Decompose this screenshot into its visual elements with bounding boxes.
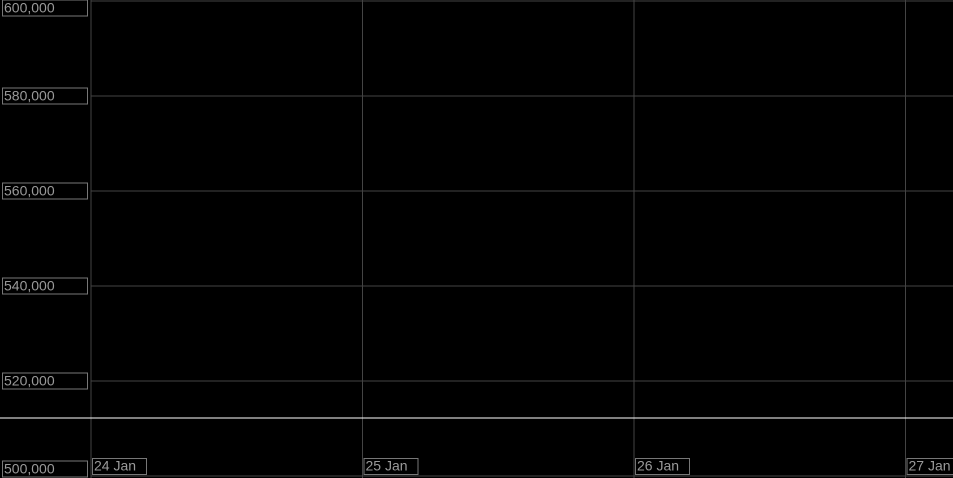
y-tick-label: 520,000 bbox=[4, 373, 55, 389]
x-tick-box bbox=[363, 458, 419, 475]
y-tick-label: 500,000 bbox=[4, 461, 55, 477]
x-tick-label: 27 Jan bbox=[909, 458, 951, 474]
y-tick-box bbox=[2, 372, 88, 390]
x-tick-label: 24 Jan bbox=[94, 458, 136, 474]
x-tick-box bbox=[635, 458, 690, 475]
y-tick-label: 600,000 bbox=[4, 0, 55, 16]
y-tick-label: 540,000 bbox=[4, 278, 55, 294]
x-tick-box bbox=[906, 458, 953, 475]
y-tick-box bbox=[2, 277, 88, 295]
y-tick-box bbox=[2, 182, 88, 200]
y-tick-label: 560,000 bbox=[4, 183, 55, 199]
y-tick-label: 580,000 bbox=[4, 88, 55, 104]
y-tick-box bbox=[2, 0, 88, 17]
x-tick-label: 25 Jan bbox=[366, 458, 408, 474]
x-tick-box bbox=[92, 458, 147, 475]
x-tick-label: 26 Jan bbox=[637, 458, 679, 474]
y-tick-box bbox=[2, 460, 88, 478]
y-tick-box bbox=[2, 87, 88, 105]
